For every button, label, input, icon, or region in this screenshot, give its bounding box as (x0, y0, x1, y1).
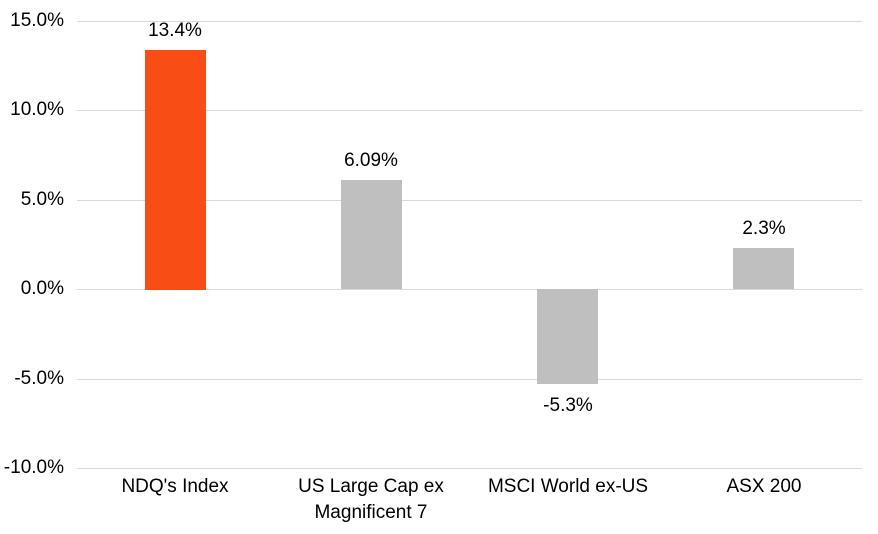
gridline (77, 468, 862, 469)
y-axis-tick-label: 0.0% (20, 278, 64, 299)
gridline (77, 200, 862, 201)
gridline (77, 110, 862, 111)
y-axis-tick-label: 10.0% (10, 99, 64, 120)
y-axis-tick-label: 5.0% (20, 189, 64, 210)
zero-gridline (77, 289, 862, 290)
x-axis-category-label: ASX 200 (726, 476, 802, 497)
x-axis-category-label: MSCI World ex-US (487, 476, 649, 497)
gridline (77, 21, 862, 22)
y-axis-tick-label: -5.0% (14, 368, 64, 389)
x-axis-category-label: US Large Cap ex Magnificent 7 (298, 476, 444, 523)
bar-accent (145, 50, 206, 290)
y-axis-tick-label: 15.0% (10, 10, 64, 31)
x-axis-category-label: NDQ's Index (121, 476, 229, 497)
bar-value-label: -5.3% (543, 395, 593, 416)
bar-value-label: 2.3% (742, 218, 786, 239)
bar-neutral (341, 180, 402, 289)
bar-value-label: 6.09% (344, 150, 398, 171)
y-axis-tick-label: -10.0% (3, 457, 64, 478)
bar-neutral (733, 248, 794, 289)
bar-value-label: 13.4% (148, 20, 202, 41)
gridline (77, 379, 862, 380)
bar-neutral (537, 289, 598, 384)
